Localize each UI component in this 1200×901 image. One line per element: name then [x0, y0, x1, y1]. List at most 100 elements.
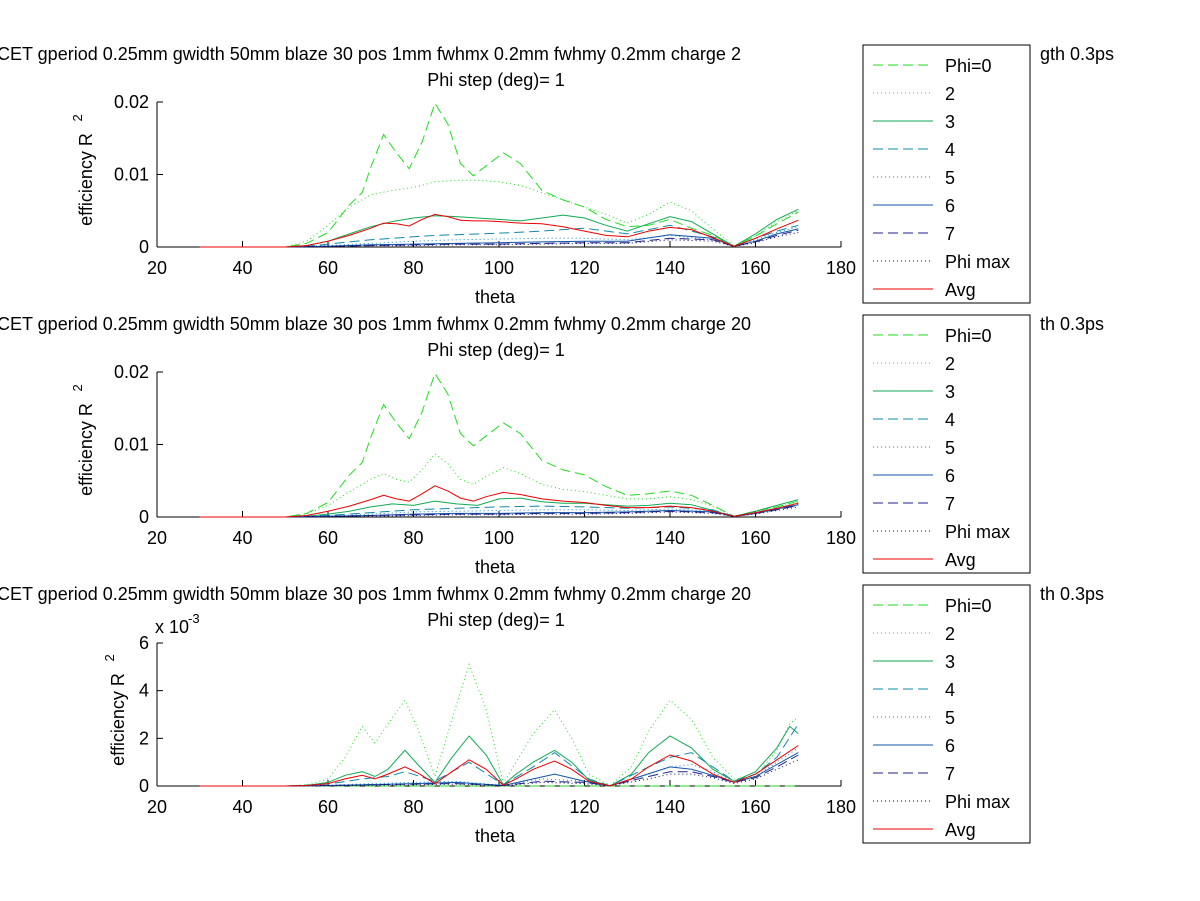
series-line-avg	[199, 745, 799, 787]
y-exponent-label: x 10	[155, 617, 189, 637]
y-tick-label: 0	[139, 776, 149, 796]
chart-title: CET gperiod 0.25mm gwidth 50mm blaze 30 …	[0, 44, 741, 64]
legend-label: 3	[945, 652, 955, 672]
y-axis-label: efficiency R	[108, 673, 128, 766]
series-line-avg	[199, 213, 799, 248]
series-line-phi3	[199, 208, 799, 248]
series-line-phi0	[199, 372, 799, 518]
x-tick-label: 160	[740, 258, 770, 278]
legend-label: 3	[945, 112, 955, 132]
y-axis-label-sup: 2	[70, 114, 85, 121]
x-axis-label: theta	[475, 826, 516, 846]
y-tick-label: 0.02	[114, 362, 149, 382]
legend: Phi=0 2 3 4 5 6 7 Phi max Avg	[862, 584, 1031, 844]
series-line-phi3	[199, 725, 799, 787]
x-tick-label: 60	[318, 797, 338, 817]
y-tick-label: 0.01	[114, 165, 149, 185]
x-axis-label: theta	[475, 287, 516, 307]
y-axis-label-sup: 2	[102, 654, 117, 661]
chart-title-tail: th 0.3ps	[1040, 314, 1104, 334]
legend-label: 4	[945, 680, 955, 700]
legend-label: Phi max	[945, 252, 1010, 272]
chart-title-tail: gth 0.3ps	[1040, 44, 1114, 64]
y-exponent-sup: -3	[188, 611, 200, 626]
x-tick-label: 120	[569, 797, 599, 817]
chart-panel-3: CET gperiod 0.25mm gwidth 50mm blaze 30 …	[0, 584, 1104, 846]
chart-subtitle: Phi step (deg)= 1	[427, 610, 565, 630]
chart-subtitle: Phi step (deg)= 1	[427, 70, 565, 90]
y-axis-label-group: efficiency R 2	[70, 384, 96, 496]
x-tick-label: 140	[655, 528, 685, 548]
x-tick-label: 180	[826, 258, 856, 278]
legend-label: 4	[945, 410, 955, 430]
legend-label: 7	[945, 494, 955, 514]
legend-label: 6	[945, 466, 955, 486]
series-line-phi2	[199, 179, 799, 248]
legend-box	[862, 314, 1031, 574]
legend-label: 6	[945, 736, 955, 756]
y-axis-label: efficiency R	[76, 133, 96, 226]
x-tick-label: 20	[147, 528, 167, 548]
legend-label: 5	[945, 438, 955, 458]
chart-subtitle: Phi step (deg)= 1	[427, 340, 565, 360]
chart-title-tail: th 0.3ps	[1040, 584, 1104, 604]
x-tick-label: 100	[484, 258, 514, 278]
series-line-phimax	[199, 759, 799, 787]
y-tick-label: 6	[139, 633, 149, 653]
y-axis-label-group: efficiency R 2	[102, 654, 128, 766]
series-line-phi7	[199, 754, 799, 787]
legend-label: 7	[945, 224, 955, 244]
chart-title: CET gperiod 0.25mm gwidth 50mm blaze 30 …	[0, 584, 751, 604]
legend-box	[862, 584, 1031, 844]
legend-label: Phi max	[945, 792, 1010, 812]
legend-label: Phi=0	[945, 596, 992, 616]
x-tick-label: 60	[318, 258, 338, 278]
x-tick-label: 180	[826, 797, 856, 817]
legend-label: 7	[945, 764, 955, 784]
chart-title: CET gperiod 0.25mm gwidth 50mm blaze 30 …	[0, 314, 751, 334]
x-tick-label: 120	[569, 258, 599, 278]
legend-box	[862, 44, 1031, 304]
legend-label: 5	[945, 168, 955, 188]
legend-label: 2	[945, 354, 955, 374]
chart-panel-2: CET gperiod 0.25mm gwidth 50mm blaze 30 …	[0, 314, 1104, 577]
x-tick-label: 40	[232, 528, 252, 548]
x-tick-label: 20	[147, 258, 167, 278]
x-tick-label: 100	[484, 797, 514, 817]
legend: Phi=0 2 3 4 5 6 7 Phi max Avg	[862, 44, 1031, 304]
series-line-phi0	[199, 102, 799, 248]
legend-label: 6	[945, 196, 955, 216]
y-tick-label: 0	[139, 237, 149, 257]
legend-label: 2	[945, 84, 955, 104]
y-tick-label: 0.02	[114, 92, 149, 112]
x-tick-label: 140	[655, 258, 685, 278]
x-tick-label: 100	[484, 528, 514, 548]
legend-label: 5	[945, 708, 955, 728]
x-tick-label: 80	[403, 528, 423, 548]
legend-label: 4	[945, 140, 955, 160]
legend-label: 2	[945, 624, 955, 644]
legend-label: Phi=0	[945, 326, 992, 346]
x-tick-label: 160	[740, 528, 770, 548]
series-line-phi3	[199, 497, 799, 518]
x-tick-label: 160	[740, 797, 770, 817]
series-line-phi2	[199, 662, 799, 787]
series-line-avg	[199, 485, 799, 518]
x-tick-label: 140	[655, 797, 685, 817]
chart-panel-1: CET gperiod 0.25mm gwidth 50mm blaze 30 …	[0, 44, 1114, 307]
x-tick-label: 80	[403, 258, 423, 278]
x-tick-label: 120	[569, 528, 599, 548]
x-axis-label: theta	[475, 557, 516, 577]
x-tick-label: 60	[318, 528, 338, 548]
series-line-phi2	[199, 453, 799, 518]
series-line-phi7	[199, 229, 799, 248]
y-tick-label: 0.01	[114, 435, 149, 455]
legend-label: 3	[945, 382, 955, 402]
y-tick-label: 0	[139, 507, 149, 527]
y-axis-label-group: efficiency R 2	[70, 114, 96, 226]
x-tick-label: 180	[826, 528, 856, 548]
legend: Phi=0 2 3 4 5 6 7 Phi max Avg	[862, 314, 1031, 574]
legend-label: Avg	[945, 550, 976, 570]
y-axis-label: efficiency R	[76, 403, 96, 496]
